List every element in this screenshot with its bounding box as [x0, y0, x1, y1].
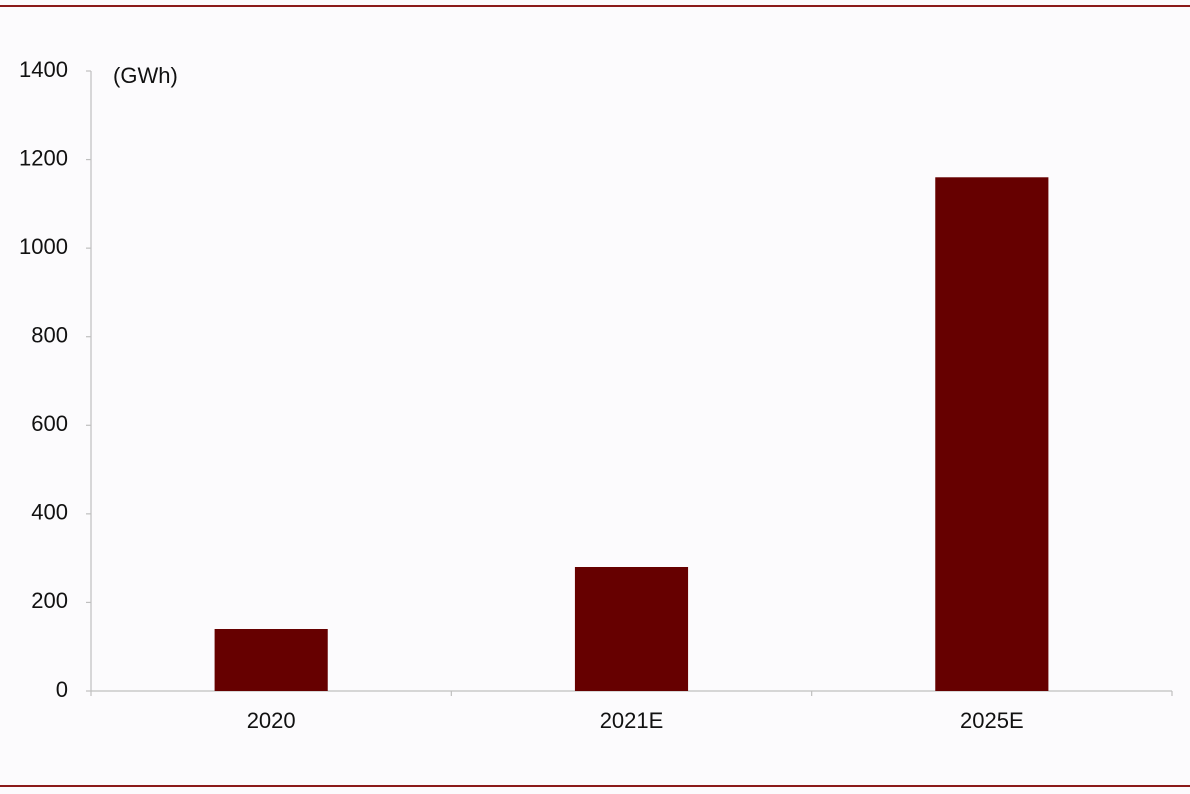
y-tick-label: 400	[31, 500, 68, 525]
y-tick-label: 1400	[19, 57, 68, 82]
y-axis-label: (GWh)	[113, 63, 178, 88]
bar	[574, 567, 689, 691]
x-tick-label: 2025E	[960, 708, 1024, 733]
y-tick-label: 200	[31, 588, 68, 613]
bar	[214, 629, 328, 691]
x-tick-label: 2021E	[600, 708, 664, 733]
y-tick-label: 1200	[19, 145, 68, 170]
y-tick-label: 1000	[19, 234, 68, 259]
bar	[935, 177, 1049, 692]
y-tick-label: 800	[31, 323, 68, 348]
y-tick-label: 600	[31, 411, 68, 436]
x-tick-label: 2020	[247, 708, 296, 733]
y-tick-label: 0	[56, 677, 68, 702]
